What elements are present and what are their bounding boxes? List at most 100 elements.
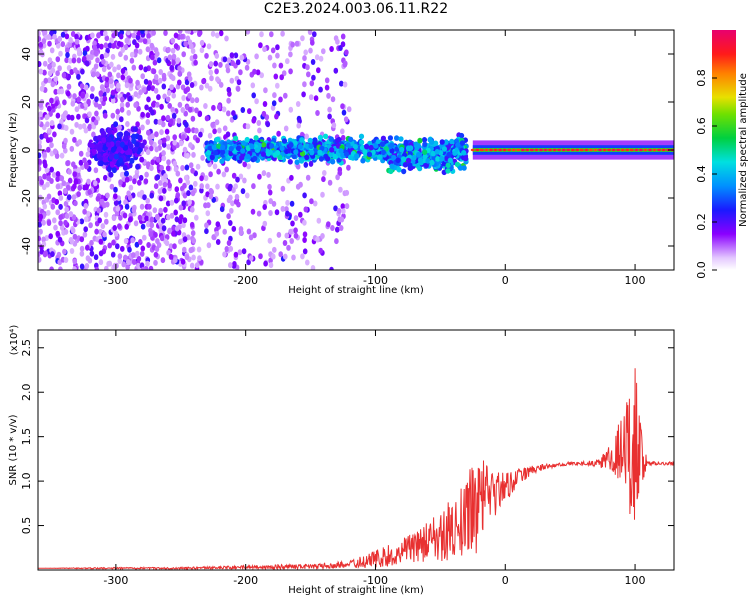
signal-dot <box>307 137 313 144</box>
noise-dot <box>157 188 163 195</box>
noise-dot <box>76 47 82 54</box>
noise-dot <box>221 171 227 178</box>
carrier-peak <box>620 148 625 152</box>
y-tick-label: 1.0 <box>20 472 33 490</box>
noise-dot <box>270 104 276 111</box>
signal-dot <box>216 143 222 149</box>
noise-dot <box>289 200 295 207</box>
noise-dot <box>78 123 83 130</box>
noise-dot <box>341 109 347 116</box>
noise-dot <box>91 71 96 78</box>
noise-dot <box>214 68 219 75</box>
noise-dot <box>308 47 313 54</box>
noise-dot <box>274 209 280 216</box>
noise-dot <box>123 199 128 206</box>
noise-dot <box>129 51 135 58</box>
noise-dot <box>94 266 100 270</box>
signal-dot <box>232 154 238 161</box>
x-tick-label: 0 <box>502 274 509 287</box>
carrier-peak <box>520 148 525 152</box>
signal-dot <box>101 130 107 137</box>
signal-dot <box>430 150 436 157</box>
noise-dot <box>70 100 76 107</box>
signal-dot <box>338 148 344 154</box>
noise-dot <box>315 110 320 116</box>
colorbar-tick-label: 0.8 <box>695 69 708 87</box>
snr-frame <box>37 329 675 571</box>
noise-dot <box>340 103 345 110</box>
noise-dot <box>161 150 166 157</box>
noise-dot <box>149 216 155 223</box>
noise-dot <box>305 174 311 181</box>
noise-dot <box>57 190 63 197</box>
noise-dot <box>143 178 149 185</box>
signal-dot <box>389 142 395 148</box>
noise-dot <box>140 223 146 230</box>
noise-dot <box>304 133 310 140</box>
noise-dot <box>275 44 280 51</box>
noise-dot <box>236 79 242 86</box>
noise-dot <box>281 70 287 77</box>
noise-dot <box>135 250 140 257</box>
noise-dot <box>186 127 191 134</box>
noise-dot <box>192 30 198 34</box>
y-tick-label: 20 <box>20 95 33 109</box>
noise-dot <box>67 168 72 175</box>
carrier-peak <box>625 148 630 152</box>
noise-dot <box>178 140 184 147</box>
noise-dot <box>143 66 148 73</box>
noise-dot <box>182 192 188 199</box>
noise-dot <box>66 83 72 90</box>
signal-dot <box>344 151 350 157</box>
signal-dot <box>239 155 245 161</box>
noise-dot <box>335 174 340 181</box>
y-tick-label: 1.5 <box>20 428 33 446</box>
signal-dot <box>312 137 318 143</box>
noise-dot <box>273 73 279 80</box>
noise-dot <box>200 154 205 161</box>
noise-dot <box>104 76 110 83</box>
noise-dot <box>228 220 233 226</box>
noise-dot <box>180 165 185 171</box>
signal-dot <box>115 141 121 148</box>
carrier-peak <box>602 148 607 152</box>
noise-dot <box>270 47 276 54</box>
signal-dot <box>252 155 258 162</box>
noise-dot <box>94 96 99 103</box>
noise-dot <box>116 40 122 47</box>
noise-dot <box>149 192 154 199</box>
noise-dot <box>199 47 205 54</box>
noise-dot <box>276 231 282 238</box>
y-tick-label: 2.0 <box>20 383 33 401</box>
noise-dot <box>246 163 251 170</box>
noise-dot <box>63 228 69 235</box>
noise-dot <box>262 220 268 227</box>
noise-dot <box>226 213 231 220</box>
signal-dot <box>108 171 114 178</box>
noise-dot <box>139 203 145 210</box>
signal-dot <box>106 136 112 143</box>
noise-dot <box>182 217 188 224</box>
signal-dot <box>297 143 303 150</box>
y-tick-label: 0 <box>20 147 33 154</box>
noise-dot <box>65 90 71 97</box>
noise-dot <box>162 137 167 144</box>
noise-dot <box>158 195 164 202</box>
signal-dot <box>403 139 409 146</box>
noise-dot <box>85 60 90 67</box>
noise-dot <box>190 230 196 237</box>
noise-dot <box>174 216 180 223</box>
signal-dot <box>380 135 386 142</box>
noise-dot <box>163 30 168 36</box>
noise-dot <box>318 247 324 254</box>
noise-dot <box>303 161 309 168</box>
noise-dot <box>235 59 241 66</box>
noise-dot <box>254 98 259 105</box>
noise-dot <box>79 245 85 252</box>
signal-dot <box>123 131 129 137</box>
noise-dot <box>38 235 41 242</box>
noise-dot <box>154 146 159 153</box>
noise-dot <box>171 230 176 237</box>
signal-dot <box>111 167 117 174</box>
carrier-peak <box>484 148 489 152</box>
